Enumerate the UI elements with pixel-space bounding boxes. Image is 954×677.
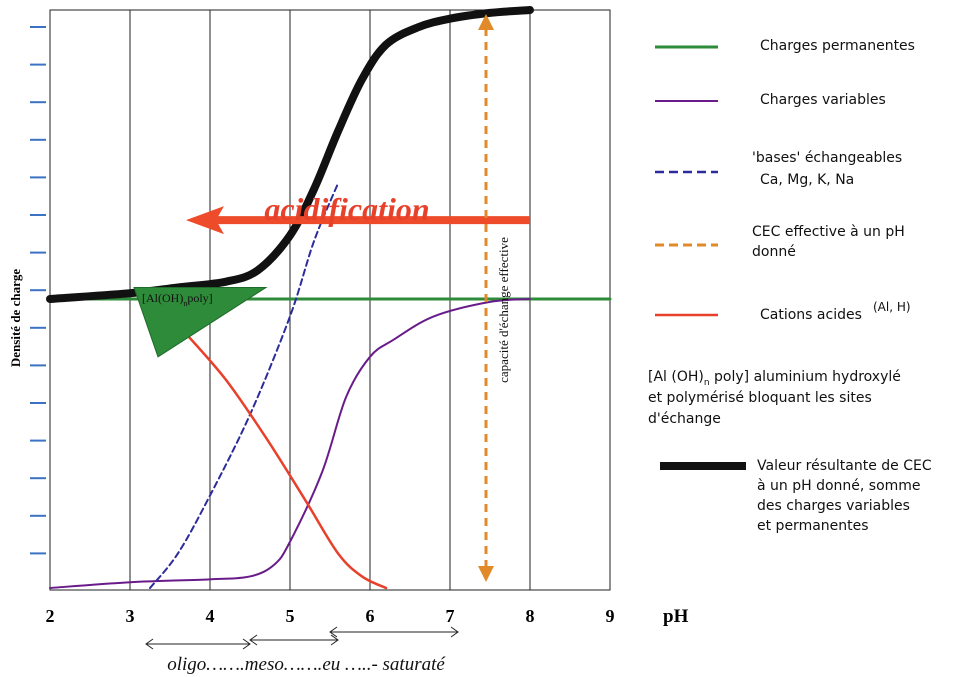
legend-label-al-oh-line3: d'échange <box>648 411 721 427</box>
x-tick-label: 3 <box>126 606 135 626</box>
legend-label-cec-effective: CEC effective à un pH donné <box>752 224 905 260</box>
legend-label-al-oh: [Al (OH)n poly] aluminium hydroxylé <box>648 369 901 388</box>
range-arrow-head-right <box>242 638 251 650</box>
y-axis-label: Densité de charge <box>8 269 23 367</box>
annotation-layer: [Al(OH)npoly] acidification capacité d'éch… <box>133 14 530 675</box>
al-oh-label: [Al(OH)npoly] <box>142 291 213 308</box>
acidification-arrow-head <box>186 206 224 235</box>
legend-label-cec: Valeur résultante de CEC à un pH donné, s… <box>757 458 932 534</box>
legend-label-variable: Charges variables <box>760 92 886 108</box>
series-layer <box>46 6 612 590</box>
al-oh-triangle <box>133 286 268 358</box>
cec-effective-arrow-head-bottom <box>478 566 494 582</box>
range-arrow-head-left <box>145 638 154 650</box>
series-line-bases <box>149 182 339 589</box>
range-arrow-head-left <box>249 634 258 646</box>
x-tick-label: 7 <box>446 606 455 626</box>
legend-label-al-oh-line2: et polymérisé bloquant les sites <box>648 390 872 406</box>
x-tick-label: 8 <box>526 606 535 626</box>
legend-label-acid-superscript: (Al, H) <box>873 300 911 314</box>
x-tick-label: 5 <box>286 606 295 626</box>
acidification-label: acidification <box>264 191 429 227</box>
cec-effective-label: capacité d'échange effective <box>496 237 511 383</box>
range-arrow-head-right <box>450 626 459 638</box>
legend-label-acid: Cations acides <box>760 307 862 323</box>
cec-effective-arrow-head-top <box>478 14 494 30</box>
legend-label-bases-sub: Ca, Mg, K, Na <box>760 172 854 188</box>
x-axis-label: pH <box>663 606 689 627</box>
legend-label-permanent: Charges permanentes <box>760 38 915 54</box>
series-line-acid <box>184 332 388 590</box>
x-tick-label: 9 <box>606 606 615 626</box>
legend-label-bases: 'bases' échangeables <box>752 150 902 166</box>
saturation-range-label: oligo…….meso…….eu …..- saturaté <box>167 654 446 675</box>
range-arrow-head-left <box>329 626 338 638</box>
x-tick-label: 2 <box>46 606 55 626</box>
series-line-variable <box>49 298 531 589</box>
x-tick-label: 6 <box>366 606 375 626</box>
x-tick-label: 4 <box>206 606 215 626</box>
range-arrow-head-right <box>330 634 339 646</box>
legend-layer: Charges permanentes Charges variables 'bas… <box>648 38 932 534</box>
